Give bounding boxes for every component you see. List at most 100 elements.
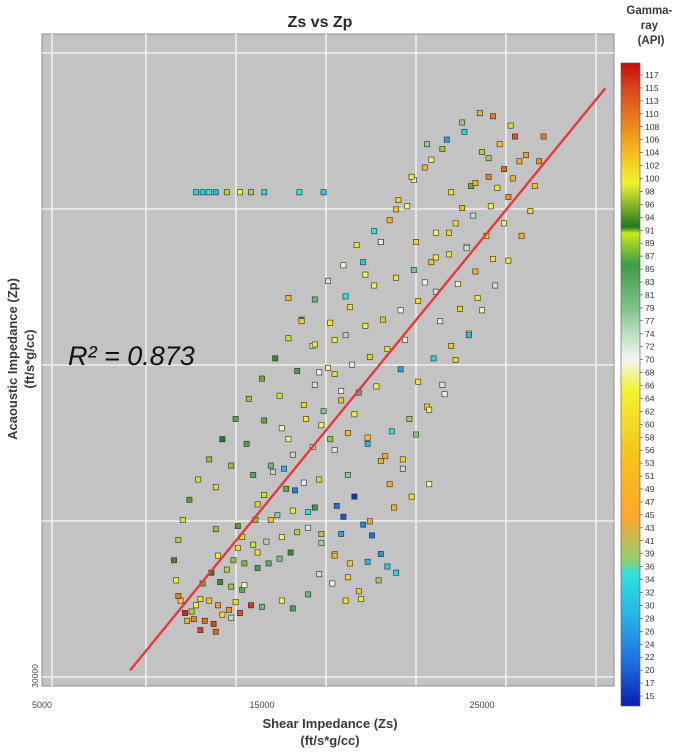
scatter-point	[316, 476, 323, 483]
scatter-point	[197, 627, 204, 633]
scatter-point	[448, 343, 455, 349]
scatter-point	[344, 430, 351, 436]
scatter-point	[215, 552, 221, 559]
colorbar-title-line-2: ray	[641, 20, 659, 32]
y-tick-label: 30000	[30, 664, 40, 688]
scatter-point	[254, 549, 261, 556]
scatter-point	[393, 274, 400, 281]
scatter-point	[325, 364, 331, 371]
scatter-point	[223, 566, 230, 573]
colorbar-tick-label: 32	[645, 588, 655, 598]
scatter-point	[386, 481, 393, 488]
scatter-point	[470, 212, 477, 219]
scatter-point	[380, 316, 386, 323]
scatter-point	[237, 610, 243, 616]
scatter-point	[362, 322, 369, 329]
scatter-point	[338, 530, 345, 537]
scatter-point	[179, 516, 186, 523]
scatter-point	[344, 471, 351, 478]
scatter-point	[362, 271, 369, 278]
scatter-point	[347, 560, 353, 567]
scatter-point	[241, 582, 248, 588]
colorbar-tick-label: 89	[645, 238, 655, 248]
scatter-point	[245, 395, 252, 402]
scatter-point	[437, 318, 444, 325]
scatter-point	[331, 552, 338, 559]
chart-title: Zs vs Zp	[288, 14, 353, 31]
scatter-point	[518, 232, 525, 239]
scatter-point	[261, 492, 268, 498]
scatter-point	[267, 462, 274, 469]
colorbar-tick-label: 85	[645, 264, 655, 274]
scatter-point	[540, 133, 547, 140]
scatter-point	[173, 577, 180, 584]
scatter-point	[395, 197, 402, 203]
x-tick-label: 15000	[249, 700, 274, 710]
scatter-point	[406, 416, 413, 422]
colorbar-tick-label: 79	[645, 303, 655, 313]
scatter-point	[531, 183, 538, 189]
scatter-point	[472, 180, 479, 186]
scatter-point	[219, 436, 226, 443]
scatter-point	[509, 175, 516, 182]
scatter-point	[232, 416, 239, 422]
scatter-point	[527, 208, 534, 214]
scatter-point	[459, 119, 466, 126]
scatter-point	[261, 189, 268, 196]
colorbar-tick-label: 68	[645, 368, 655, 378]
scatter-point	[340, 262, 347, 269]
grid-lines	[42, 34, 614, 686]
scatter-point	[472, 268, 479, 275]
plot-background	[41, 33, 615, 687]
scatter-point	[408, 493, 415, 500]
colorbar-tick-label: 87	[645, 251, 655, 261]
scatter-point	[265, 560, 272, 567]
scatter-point	[468, 183, 474, 189]
scatter-point	[212, 628, 219, 635]
scatter-point	[228, 462, 235, 469]
scatter-point	[243, 440, 250, 447]
colorbar-tick-label: 24	[645, 639, 655, 649]
scatter-point	[270, 468, 276, 475]
scatter-point	[285, 294, 292, 301]
scatter-point	[384, 563, 391, 570]
scatter-point	[331, 336, 338, 343]
scatter-point	[289, 605, 296, 612]
scatter-point	[375, 577, 382, 584]
scatter-point	[404, 203, 411, 210]
scatter-point	[226, 606, 232, 613]
scatter-point	[320, 189, 327, 196]
colorbar-tick-label: 108	[645, 122, 660, 132]
colorbar-tick-label: 81	[645, 290, 655, 300]
colorbar-tick-label: 83	[645, 277, 655, 287]
colorbar-tick-label: 51	[645, 471, 655, 481]
colorbar-tick-label: 110	[645, 109, 659, 119]
scatter-point	[223, 189, 230, 196]
scatter-point	[342, 332, 349, 339]
scatter-point	[366, 353, 373, 360]
x-axis-unit: (ft/s*g/cc)	[300, 733, 359, 748]
colorbar-tick-label: 72	[645, 342, 655, 352]
scatter-point	[439, 146, 446, 152]
scatter-point	[278, 425, 285, 432]
scatter-point	[496, 141, 503, 148]
scatter-point	[316, 571, 323, 578]
colorbar-tick-label: 30	[645, 600, 655, 610]
scatter-point	[355, 588, 362, 595]
scatter-point	[182, 610, 188, 616]
scatter-point	[234, 523, 241, 529]
scatter-point	[248, 189, 254, 196]
scatter-point	[393, 569, 400, 576]
scatter-point	[410, 267, 417, 273]
scatter-point	[351, 411, 358, 418]
scatter-point	[197, 596, 204, 602]
scatter-point	[391, 504, 397, 511]
scatter-point	[175, 537, 182, 543]
scatter-point	[371, 282, 378, 289]
colorbar-tick-label: 106	[645, 135, 660, 145]
scatter-point	[479, 149, 485, 155]
scatter-point	[465, 332, 472, 339]
colorbar-title-line-1: Gamma-	[626, 5, 672, 17]
scatter-point	[408, 173, 415, 180]
